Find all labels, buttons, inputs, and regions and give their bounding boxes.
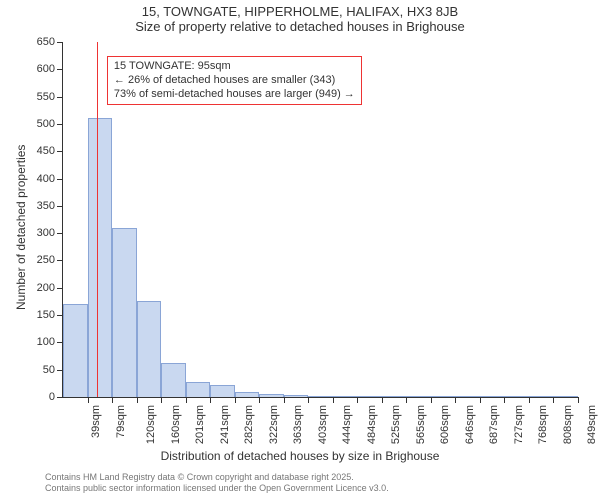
property-marker-line (97, 42, 98, 397)
x-axis-label: Distribution of detached houses by size … (0, 449, 600, 463)
histogram-bar (333, 396, 358, 397)
histogram-bar (504, 396, 529, 397)
x-tick-label: 403sqm (317, 405, 329, 444)
x-tick (210, 397, 211, 403)
x-tick (161, 397, 162, 403)
x-tick-label: 727sqm (513, 405, 525, 444)
histogram-bar (284, 395, 309, 397)
x-tick (137, 397, 138, 403)
title-subtitle: Size of property relative to detached ho… (0, 19, 600, 34)
y-tick-label: 400 (37, 173, 63, 185)
y-tick-label: 500 (37, 118, 63, 130)
y-tick-label: 300 (37, 227, 63, 239)
x-tick-label: 525sqm (390, 405, 402, 444)
x-tick (455, 397, 456, 403)
histogram-bar (406, 396, 431, 397)
histogram-bar (480, 396, 505, 397)
histogram-bar (382, 396, 407, 397)
histogram-bar (88, 118, 113, 397)
y-tick-label: 0 (49, 391, 63, 403)
x-tick (504, 397, 505, 403)
chart-container: 15, TOWNGATE, HIPPERHOLME, HALIFAX, HX3 … (0, 0, 600, 500)
histogram-bar (186, 382, 211, 397)
y-tick-label: 50 (43, 364, 63, 376)
y-tick-label: 450 (37, 145, 63, 157)
x-tick-label: 79sqm (115, 405, 127, 438)
x-tick (529, 397, 530, 403)
histogram-bar (210, 385, 235, 397)
attribution-line-1: Contains HM Land Registry data © Crown c… (45, 472, 389, 483)
property-callout: 15 TOWNGATE: 95sqm← 26% of detached hous… (107, 56, 362, 105)
x-tick (553, 397, 554, 403)
x-tick-label: 808sqm (562, 405, 574, 444)
y-tick-label: 200 (37, 282, 63, 294)
x-tick (259, 397, 260, 403)
y-tick-label: 550 (37, 91, 63, 103)
x-tick-label: 39sqm (90, 405, 102, 438)
x-tick (186, 397, 187, 403)
histogram-bar (529, 396, 554, 397)
x-tick (88, 397, 89, 403)
histogram-bar (553, 396, 578, 397)
x-tick (308, 397, 309, 403)
x-tick-label: 849sqm (587, 405, 599, 444)
y-tick-label: 600 (37, 63, 63, 75)
x-tick-label: 120sqm (145, 405, 157, 444)
callout-line-2: ← 26% of detached houses are smaller (34… (114, 74, 355, 88)
x-tick-label: 241sqm (219, 405, 231, 444)
x-tick-label: 160sqm (170, 405, 182, 444)
callout-line-1: 15 TOWNGATE: 95sqm (114, 60, 355, 74)
x-tick-label: 768sqm (538, 405, 550, 444)
x-tick-label: 606sqm (439, 405, 451, 444)
y-tick-label: 650 (37, 36, 63, 48)
x-tick (382, 397, 383, 403)
x-tick (357, 397, 358, 403)
histogram-bar (112, 228, 137, 397)
x-tick (333, 397, 334, 403)
x-tick (480, 397, 481, 403)
x-tick-label: 363sqm (292, 405, 304, 444)
x-tick-label: 201sqm (194, 405, 206, 444)
y-tick-label: 100 (37, 336, 63, 348)
y-tick-label: 150 (37, 309, 63, 321)
x-tick (578, 397, 579, 403)
x-tick-label: 322sqm (268, 405, 280, 444)
x-tick-label: 565sqm (415, 405, 427, 444)
x-tick (112, 397, 113, 403)
x-tick-label: 646sqm (464, 405, 476, 444)
x-tick (406, 397, 407, 403)
x-tick (284, 397, 285, 403)
attribution-line-2: Contains public sector information licen… (45, 483, 389, 494)
x-tick (431, 397, 432, 403)
x-tick-label: 687sqm (489, 405, 501, 444)
histogram-bar (431, 396, 456, 397)
histogram-bar (455, 396, 480, 397)
y-tick-label: 250 (37, 254, 63, 266)
histogram-bar (308, 396, 333, 397)
histogram-bar (259, 394, 284, 397)
y-tick-label: 350 (37, 200, 63, 212)
x-tick-label: 282sqm (243, 405, 255, 444)
title-address: 15, TOWNGATE, HIPPERHOLME, HALIFAX, HX3 … (0, 0, 600, 19)
x-tick-label: 444sqm (341, 405, 353, 444)
attribution: Contains HM Land Registry data © Crown c… (45, 472, 389, 494)
histogram-bar (161, 363, 186, 397)
x-tick-label: 484sqm (366, 405, 378, 444)
histogram-bar (63, 304, 88, 397)
callout-line-3: 73% of semi-detached houses are larger (… (114, 88, 355, 102)
x-tick (235, 397, 236, 403)
histogram-bar (235, 392, 260, 397)
y-axis-label: Number of detached properties (14, 144, 28, 309)
plot-area: 0501001502002503003504004505005506006503… (62, 42, 578, 398)
histogram-bar (137, 301, 162, 397)
histogram-bar (357, 396, 382, 397)
